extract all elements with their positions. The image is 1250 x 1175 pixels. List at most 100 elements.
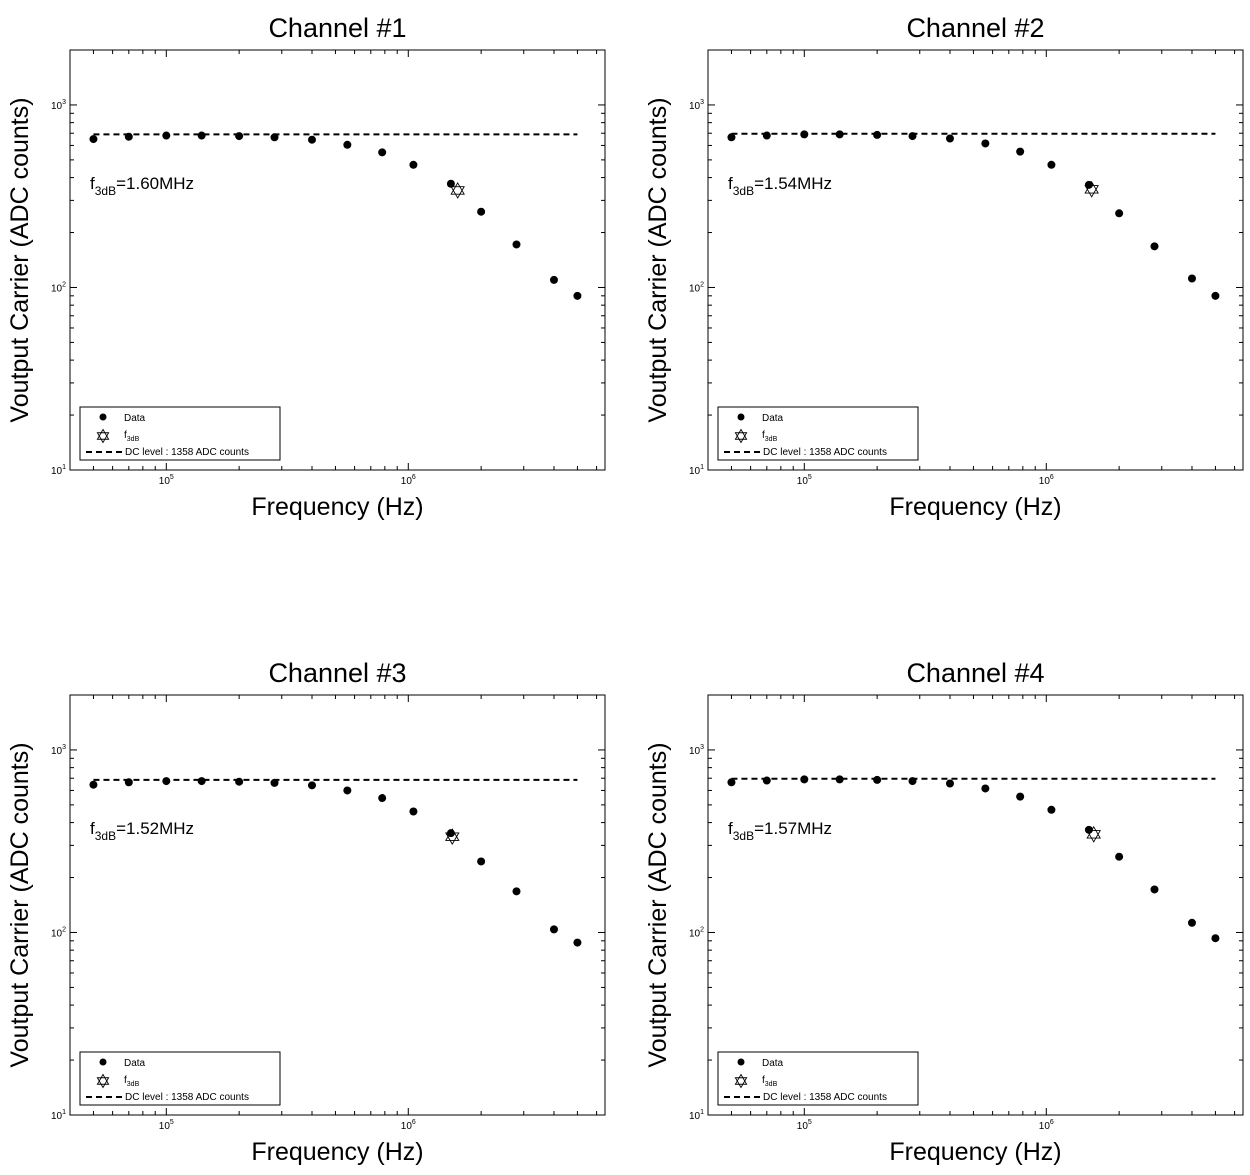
data-point xyxy=(549,275,558,284)
legend-label: f3dB xyxy=(762,430,778,443)
chart-panel-3: Channel #3 Frequency (Hz) Voutput Carrier … xyxy=(6,658,606,1166)
legend: Data f3dB DC level : 1358 ADC counts xyxy=(79,406,281,461)
data-point xyxy=(124,132,133,141)
y-tick-label: 103 xyxy=(51,99,66,112)
legend-dot-icon xyxy=(99,1058,107,1066)
chart-title: Channel #1 xyxy=(268,13,406,43)
data-point xyxy=(981,784,990,793)
f3db-annotation: f3dB=1.52MHz xyxy=(90,819,194,843)
data-point xyxy=(873,130,882,139)
data-point xyxy=(477,207,486,216)
data-point xyxy=(378,148,387,157)
data-point xyxy=(981,139,990,148)
y-tick-label: 101 xyxy=(689,1109,704,1122)
data-point xyxy=(446,179,455,188)
data-point xyxy=(1115,209,1124,218)
data-point xyxy=(727,133,736,142)
x-tick-label: 106 xyxy=(1039,1119,1054,1132)
y-tick-label: 102 xyxy=(51,281,66,294)
legend-label: Data xyxy=(762,1058,784,1069)
data-point xyxy=(1150,885,1159,894)
data-point xyxy=(945,779,954,788)
data-point xyxy=(270,133,279,142)
chart-panel-4: Channel #4 Frequency (Hz) Voutput Carrier … xyxy=(644,658,1244,1166)
data-point xyxy=(307,781,316,790)
data-point xyxy=(800,130,809,139)
y-tick-label: 102 xyxy=(689,281,704,294)
legend-label: DC level : 1358 ADC counts xyxy=(125,447,249,458)
f3db-marker xyxy=(445,828,460,846)
x-axis-label: Frequency (Hz) xyxy=(251,1138,423,1166)
legend-label: Data xyxy=(762,413,784,424)
y-axis-label: Voutput Carrier (ADC counts) xyxy=(6,742,34,1067)
legend: Data f3dB DC level : 1358 ADC counts xyxy=(717,406,919,461)
f3db-marker xyxy=(1086,825,1101,843)
data-point xyxy=(1115,852,1124,861)
data-point xyxy=(124,778,133,787)
legend-label: DC level : 1358 ADC counts xyxy=(125,1092,249,1103)
data-point xyxy=(800,775,809,784)
data-point xyxy=(835,130,844,139)
y-tick-label: 103 xyxy=(51,744,66,757)
legend-dot-icon xyxy=(99,413,107,421)
chart-title: Channel #2 xyxy=(906,13,1044,43)
data-point xyxy=(908,132,917,141)
data-point xyxy=(573,938,582,947)
y-tick-label: 103 xyxy=(689,744,704,757)
data-point xyxy=(549,925,558,934)
data-point xyxy=(835,775,844,784)
data-point xyxy=(235,777,244,786)
legend-label: f3dB xyxy=(124,430,140,443)
data-point xyxy=(1187,274,1196,283)
data-point xyxy=(270,778,279,787)
data-point xyxy=(873,775,882,784)
plot-frame xyxy=(707,49,1244,471)
data-point xyxy=(477,857,486,866)
y-tick-label: 102 xyxy=(51,926,66,939)
data-point xyxy=(512,887,521,896)
data-point xyxy=(89,135,98,144)
chart-panel-1: Channel #1 Frequency (Hz) Voutput Carrier … xyxy=(6,13,606,521)
chart-panel-2: Channel #2 Frequency (Hz) Voutput Carrier … xyxy=(644,13,1244,521)
data-point xyxy=(762,131,771,140)
legend-dot-icon xyxy=(737,413,745,421)
x-axis-label: Frequency (Hz) xyxy=(251,493,423,521)
data-point xyxy=(573,291,582,300)
legend-star-icon xyxy=(734,428,748,444)
x-tick-label: 105 xyxy=(159,474,174,487)
x-tick-label: 106 xyxy=(401,1119,416,1132)
legend-label: f3dB xyxy=(762,1075,778,1088)
data-point xyxy=(512,240,521,249)
x-tick-label: 105 xyxy=(797,474,812,487)
data-point xyxy=(378,794,387,803)
legend-box xyxy=(79,1051,281,1106)
legend-star-icon xyxy=(96,1073,110,1089)
x-tick-label: 106 xyxy=(1039,474,1054,487)
data-point xyxy=(727,778,736,787)
f3db-marker xyxy=(450,182,465,199)
x-axis-label: Frequency (Hz) xyxy=(889,493,1061,521)
data-point xyxy=(908,777,917,786)
data-point xyxy=(409,160,418,169)
x-axis-label: Frequency (Hz) xyxy=(889,1138,1061,1166)
data-point xyxy=(1150,242,1159,251)
data-point xyxy=(945,134,954,143)
chart-title: Channel #4 xyxy=(906,658,1044,688)
f3db-annotation: f3dB=1.54MHz xyxy=(728,174,832,198)
legend-star-icon xyxy=(734,1073,748,1089)
data-point xyxy=(197,131,206,140)
plot-frame xyxy=(707,694,1244,1116)
y-axis-label: Voutput Carrier (ADC counts) xyxy=(644,97,672,422)
y-tick-label: 102 xyxy=(689,926,704,939)
data-point xyxy=(162,131,171,140)
data-point xyxy=(1016,147,1025,156)
y-tick-label: 101 xyxy=(51,1109,66,1122)
legend-label: Data xyxy=(124,413,146,424)
y-tick-label: 101 xyxy=(689,464,704,477)
data-point xyxy=(162,777,171,786)
x-tick-label: 106 xyxy=(401,474,416,487)
legend-box xyxy=(717,406,919,461)
y-axis-label: Voutput Carrier (ADC counts) xyxy=(644,742,672,1067)
